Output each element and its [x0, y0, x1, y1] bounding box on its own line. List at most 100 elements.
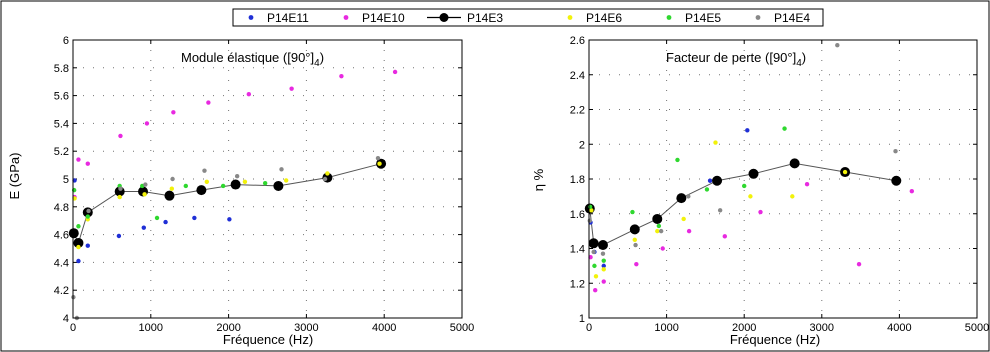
- elastic-modulus-point-p14e11: [192, 215, 197, 221]
- loss-factor-point-p14e4: [893, 149, 898, 154]
- elastic-modulus-point-p14e4: [118, 186, 123, 191]
- elastic-modulus-point-p14e5: [85, 214, 90, 219]
- legend-label-p14e6: P14E6: [586, 11, 622, 25]
- loss-factor-point-p14e5: [782, 126, 787, 131]
- loss-factor-point-p14e4: [633, 242, 638, 248]
- loss-factor-point-p14e3: [676, 193, 687, 204]
- loss-factor-y-tick-label: 1.4: [570, 244, 585, 256]
- elastic-modulus-title: Module élastique ([90°]4): [181, 50, 324, 69]
- loss-factor-point-p14e5: [704, 187, 710, 192]
- loss-factor-y-tick-label: 1.8: [570, 174, 585, 186]
- elastic-modulus-y-tick-label: 4.6: [54, 230, 69, 242]
- loss-factor-x-tick-label: 3000: [810, 322, 834, 334]
- elastic-modulus-point-p14e6: [117, 194, 122, 200]
- elastic-modulus-point-p14e6: [76, 244, 81, 250]
- loss-factor-point-p14e5: [630, 209, 635, 215]
- elastic-modulus-x-label: Fréquence (Hz): [223, 332, 313, 347]
- elastic-modulus-point-p14e6: [169, 186, 175, 191]
- legend-label-p14e5: P14E5: [685, 11, 721, 25]
- elastic-modulus-x-tick-label: 2000: [216, 322, 240, 334]
- elastic-modulus-point-p14e10: [144, 121, 150, 126]
- elastic-modulus-ticks: 0 1000 2000 3000 4000 5000 4 4.2 4.4 4.6 4.8 5 5.2 5.…: [54, 35, 475, 334]
- loss-factor-point-p14e3: [712, 175, 723, 186]
- loss-factor-point-p14e6: [593, 274, 599, 279]
- elastic-modulus-point-p14e5: [220, 183, 226, 189]
- legend-marker-p14e5: [666, 15, 672, 20]
- loss-factor-point-p14e5: [592, 263, 597, 269]
- elastic-modulus-axes-box: [72, 39, 463, 319]
- loss-factor-x-tick-label: 0: [586, 322, 592, 334]
- legend: P14E11 P14E10 P14E3 P14E6 P14E5 P14E4: [232, 8, 824, 27]
- elastic-modulus-point-p14e10: [76, 157, 81, 162]
- loss-factor-y-tick-label: 1: [579, 313, 585, 325]
- loss-factor-point-p14e10: [634, 261, 639, 267]
- loss-factor-y-tick-label: 1.6: [570, 209, 585, 221]
- loss-factor-y-tick-label: 2.4: [570, 70, 585, 82]
- legend-marker-p14e6: [567, 15, 573, 20]
- loss-factor-point-p14e6: [748, 194, 753, 199]
- elastic-modulus-y-tick-label: 6: [63, 35, 69, 47]
- elastic-modulus-point-p14e11: [227, 217, 232, 222]
- elastic-modulus-x-tick-label: 3000: [294, 322, 318, 334]
- loss-factor-point-p14e10: [856, 261, 862, 267]
- loss-factor-y-tick-label: 1.2: [570, 278, 585, 290]
- loss-factor-point-p14e10: [601, 279, 606, 284]
- loss-factor-y-tick-label: 2.6: [570, 35, 585, 47]
- elastic-modulus-point-p14e5: [183, 183, 189, 189]
- elastic-modulus-point-p14e11: [141, 225, 146, 230]
- elastic-modulus-point-p14e4: [279, 167, 284, 172]
- elastic-modulus-point-p14e6: [325, 171, 330, 176]
- loss-factor-point-p14e10: [722, 234, 727, 239]
- legend-marker-p14e3: [439, 13, 449, 22]
- loss-factor-point-p14e6: [681, 216, 686, 222]
- loss-factor-title: Facteur de perte ([90°]4): [666, 50, 806, 69]
- elastic-modulus-point-p14e6: [142, 192, 147, 197]
- elastic-modulus-point-p14e3: [230, 179, 241, 190]
- loss-factor-point-p14e10: [804, 182, 810, 187]
- elastic-modulus-point-p14e5: [154, 215, 160, 221]
- loss-factor-point-p14e10: [686, 228, 692, 234]
- loss-factor-point-p14e3: [748, 168, 759, 179]
- legend-marker-p14e11: [248, 15, 254, 20]
- elastic-modulus-point-p14e6: [283, 178, 289, 183]
- elastic-modulus-y-tick-label: 5.8: [54, 63, 69, 75]
- loss-factor-point-p14e11: [745, 128, 750, 133]
- loss-factor-point-p14e10: [593, 288, 598, 293]
- elastic-modulus-y-tick-label: 5.2: [54, 146, 69, 158]
- loss-factor-title-close: ): [802, 50, 806, 65]
- elastic-modulus-y-label: E (GPa): [7, 153, 22, 200]
- elastic-modulus-point-p14e6: [377, 161, 382, 166]
- loss-factor-point-p14e3: [652, 213, 663, 224]
- elastic-modulus-point-p14e3: [273, 180, 284, 191]
- loss-factor-point-p14e4: [835, 43, 840, 48]
- elastic-modulus-point-p14e10: [289, 86, 294, 91]
- loss-factor-point-p14e4: [686, 194, 691, 199]
- loss-factor-point-p14e4: [587, 218, 592, 223]
- loss-factor-point-p14e6: [632, 237, 637, 243]
- elastic-modulus-point-p14e10: [339, 73, 344, 79]
- elastic-modulus-point-p14e3: [73, 237, 84, 248]
- legend-marker-p14e4: [755, 15, 761, 20]
- elastic-modulus-point-p14e6: [204, 179, 210, 184]
- loss-factor-x-tick-label: 5000: [965, 322, 989, 334]
- loss-factor-ticks: 0 1000 2000 3000 4000 5000 1 1.2 1.4 1.6 1.8 2 2.2 2.…: [570, 35, 990, 334]
- loss-factor-point-p14e10: [660, 246, 665, 251]
- loss-factor-point-p14e3: [597, 240, 608, 251]
- loss-factor-y-tick-label: 2: [579, 139, 585, 151]
- elastic-modulus-point-p14e3: [68, 228, 79, 239]
- elastic-modulus-y-tick-label: 4.2: [54, 285, 69, 297]
- elastic-modulus-point-p14e10: [118, 133, 123, 139]
- elastic-modulus-point-p14e11: [85, 243, 90, 248]
- elastic-modulus-x-tick-label: 0: [70, 322, 76, 334]
- elastic-modulus-x-tick-label: 4000: [372, 322, 396, 334]
- elastic-modulus-point-p14e4: [322, 176, 328, 182]
- elastic-modulus-point-p14e5: [262, 180, 268, 186]
- elastic-modulus-x-tick-label: 5000: [450, 322, 474, 334]
- elastic-modulus-point-p14e4: [202, 168, 207, 173]
- loss-factor-y-label: η %: [531, 168, 546, 191]
- legend-marker-p14e10: [343, 15, 349, 20]
- elastic-modulus-point-p14e11: [163, 219, 168, 225]
- loss-factor-point-p14e6: [601, 267, 606, 272]
- loss-factor-point-p14e11: [707, 178, 713, 183]
